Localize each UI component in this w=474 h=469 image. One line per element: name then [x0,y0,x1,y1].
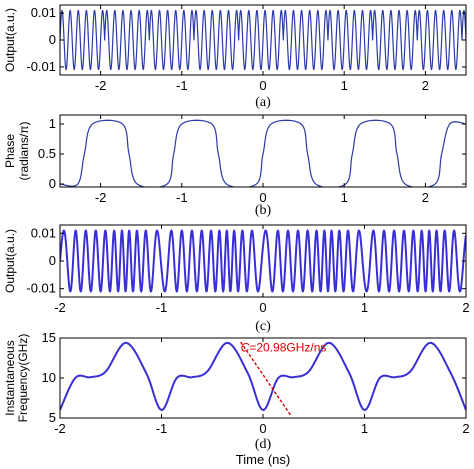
x-tick-label: -2 [54,421,66,436]
x-tick-label: 1 [341,190,348,205]
x-tick-label: -1 [156,300,168,315]
x-tick-label: 1 [361,300,368,315]
chart-panel-a: -2 -1 0 1 2 0.01 0 -0.01 Output(a.u.) (a) [3,4,467,110]
x-tick-label: 1 [341,78,348,93]
panel-label: (a) [255,95,271,110]
x-tick-label: -1 [176,78,188,93]
y-tick-label: 0.01 [31,5,56,20]
x-tick-label: -2 [54,300,66,315]
y-axis-label-line2: (radians/π) [17,122,31,181]
panel-label: (d) [255,437,272,452]
y-tick-label: -0.01 [26,281,56,296]
y-axis-label: Output(a.u.) [3,8,17,72]
chirp-annotation: C=20.98GHz/ns [241,341,327,355]
y-axis-label-line2: Frequency(GHz) [16,334,30,423]
chart-panel-c: -2 -1 0 1 2 0.01 0 -0.01 Output(a.u.) (c) [3,224,470,334]
x-tick-label: -1 [176,190,188,205]
y-tick-label: 0.5 [38,146,56,161]
x-axis-label: Time (ns) [236,452,290,467]
x-tick-label: 0 [259,190,266,205]
y-axis-label: Output(a.u.) [3,229,17,293]
y-axis-label-line1: Phase [3,134,17,168]
x-tick-label: 1 [361,421,368,436]
plot-area [60,9,466,71]
y-tick-label: 15 [42,330,56,345]
x-tick-label: -2 [95,190,107,205]
x-tick-label: -1 [156,421,168,436]
y-tick-label: 0.01 [31,225,56,240]
y-tick-label: 0 [49,176,56,191]
x-tick-label: 2 [422,78,429,93]
y-tick-label: 1 [49,116,56,131]
plot-area [60,229,466,293]
y-tick-label: 0 [49,253,56,268]
chirp-symbol: C [241,341,250,355]
x-tick-label: 2 [422,190,429,205]
series-line [60,9,466,71]
y-axis-label-line1: Instantaneous [3,340,17,415]
y-tick-label: -0.01 [26,59,56,74]
panel-label: (c) [255,319,271,334]
x-tick-label: -2 [95,78,107,93]
series-line [60,229,466,293]
axes-frame [59,114,467,188]
y-tick-label: 10 [42,370,56,385]
y-tick-label: 5 [49,410,56,425]
x-tick-label: 0 [259,78,266,93]
plot-area [60,341,466,417]
x-tick-label: 2 [462,300,469,315]
chirp-value: =20.98GHz/ns [249,341,326,355]
x-tick-label: 0 [259,300,266,315]
x-tick-label: 2 [462,421,469,436]
series-line [60,341,466,411]
plot-area [60,119,466,187]
panel-label: (b) [255,203,272,218]
series-line [60,119,466,187]
y-tick-label: 0 [49,32,56,47]
x-tick-label: 0 [259,421,266,436]
chirp-fit-line [240,341,292,417]
